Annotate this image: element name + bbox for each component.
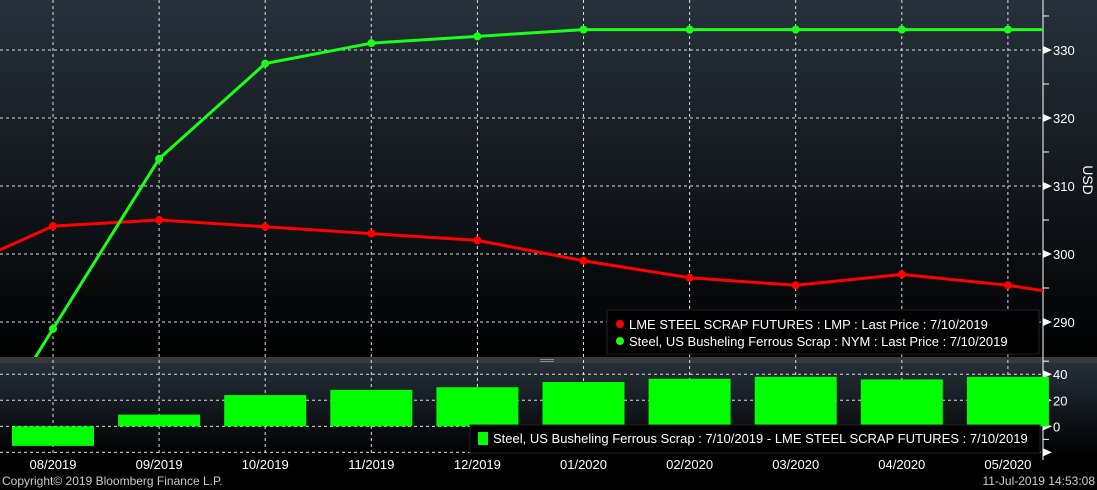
x-tick-label: 04/2020 (878, 457, 925, 472)
y-tick-label: 330 (1053, 43, 1075, 58)
y-tick-marker (1043, 181, 1052, 190)
bar (118, 414, 201, 427)
data-point (1003, 25, 1012, 34)
y-tick-marker (1043, 113, 1052, 122)
y-tick-marker (1043, 45, 1052, 54)
x-tick-label: 09/2019 (136, 457, 183, 472)
data-point (791, 25, 800, 34)
y-tick-marker (1043, 317, 1052, 326)
y-axis-label: USD (1080, 165, 1096, 195)
legend-marker (478, 432, 488, 445)
data-point (579, 25, 588, 34)
y-tick-marker (1043, 448, 1052, 457)
legend-label: Steel, US Busheling Ferrous Scrap : NYM … (629, 334, 1008, 349)
y-tick-marker (1043, 249, 1052, 258)
data-point (685, 25, 694, 34)
x-tick-label: 03/2020 (772, 457, 819, 472)
bar (754, 376, 837, 427)
bar (860, 379, 943, 427)
series-line-0 (0, 218, 1043, 293)
x-tick-label: 02/2020 (666, 457, 713, 472)
bar (12, 426, 94, 446)
y-tick-label: 310 (1053, 179, 1075, 194)
y-tick-marker (1043, 370, 1052, 379)
data-point (155, 154, 164, 163)
data-point (261, 222, 270, 231)
legend-label: Steel, US Busheling Ferrous Scrap : 7/10… (493, 431, 1028, 446)
data-point (1003, 281, 1012, 290)
x-tick-label: 08/2019 (30, 457, 77, 472)
legend-marker (616, 337, 624, 345)
bar (436, 387, 519, 427)
data-point (261, 59, 270, 68)
data-point (473, 236, 482, 245)
y-tick-label: 320 (1053, 111, 1075, 126)
bar (542, 382, 625, 427)
data-point (367, 229, 376, 238)
data-point (791, 281, 800, 290)
y-tick-label: 300 (1053, 247, 1075, 262)
series-line-1 (33, 28, 1043, 357)
x-tick-label: 10/2019 (242, 457, 289, 472)
data-point (49, 222, 57, 231)
copyright: Copyright© 2019 Bloomberg Finance L.P. (2, 474, 223, 488)
legend-marker (616, 320, 624, 328)
data-point (155, 215, 164, 224)
x-tick-label: 12/2019 (454, 457, 501, 472)
data-point (897, 25, 906, 34)
bar (648, 378, 731, 427)
x-tick-label: 11/2019 (348, 457, 394, 472)
y-tick-label: 40 (1053, 367, 1067, 382)
x-tick-label: 05/2020 (984, 457, 1031, 472)
y-tick-label: 20 (1053, 393, 1067, 408)
data-point (579, 256, 588, 265)
bar (224, 395, 307, 427)
y-tick-label: 290 (1053, 315, 1075, 330)
main-panel-bg (0, 0, 1097, 357)
data-point (473, 32, 482, 41)
data-point (685, 273, 694, 282)
bar (966, 376, 1049, 427)
legend-box (606, 309, 1040, 355)
x-tick-label: 01/2020 (560, 457, 607, 472)
timestamp: 11-Jul-2019 14:53:08 (982, 474, 1095, 488)
legend-box (469, 424, 1041, 454)
data-point (49, 324, 57, 333)
data-point (367, 39, 376, 48)
y-tick-label: 0 (1053, 419, 1060, 434)
bar (330, 389, 413, 427)
legend-label: LME STEEL SCRAP FUTURES : LMP : Last Pri… (629, 317, 988, 332)
data-point (897, 270, 906, 279)
